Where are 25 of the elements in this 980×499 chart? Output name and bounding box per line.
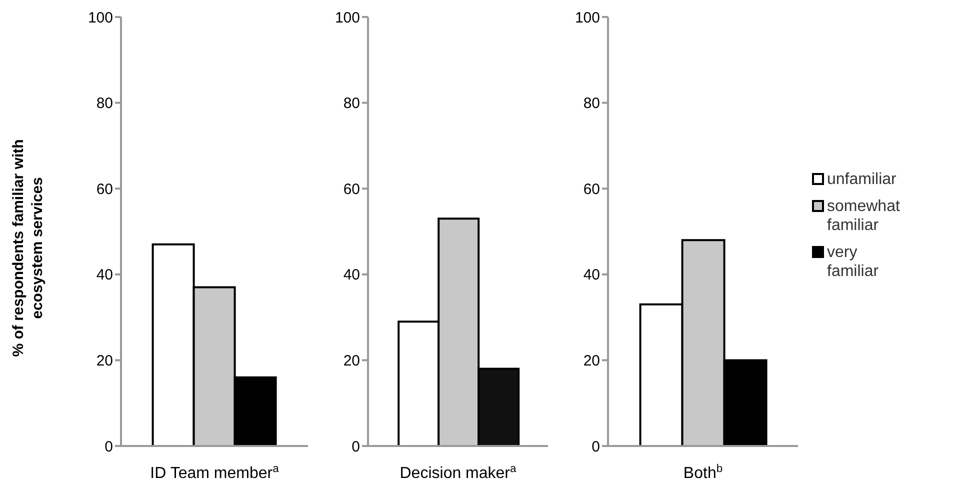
y-tick-label: 100 [88, 9, 113, 26]
y-tick-label: 20 [96, 352, 113, 370]
y-tick-label: 80 [96, 95, 113, 112]
y-tick-label: 60 [583, 180, 600, 198]
y-tick-label: 80 [343, 95, 360, 112]
x-tick-label: Decision maker$^{a}$ [400, 463, 518, 482]
y-tick-label: 60 [343, 180, 360, 198]
y-tick-label: 20 [583, 352, 600, 370]
y-tick-label: 60 [96, 180, 113, 198]
legend-label: somewhat familiar [827, 197, 901, 235]
y-tick-label: 40 [583, 266, 600, 284]
y-tick-label: 20 [343, 352, 360, 370]
y-tick-label: 100 [574, 9, 600, 26]
y-tick-label: 0 [104, 438, 113, 456]
x-tick-label: ID Team member$^{a}$ [150, 463, 280, 482]
y-tick-label: 0 [592, 438, 600, 456]
y-tick-label: 40 [96, 266, 113, 284]
y-tick-label: 0 [352, 438, 360, 456]
y-tick-label: 80 [583, 95, 600, 112]
legend-label: very familiar [827, 243, 880, 281]
y-tick-label: 100 [334, 9, 360, 26]
x-tick-label: Both$^{b}$ [683, 463, 723, 482]
y-axis-title: % of respondents familiar with ecosystem services [9, 138, 47, 359]
y-tick-label: 40 [343, 266, 360, 284]
legend-label: unfamiliar [827, 170, 898, 189]
